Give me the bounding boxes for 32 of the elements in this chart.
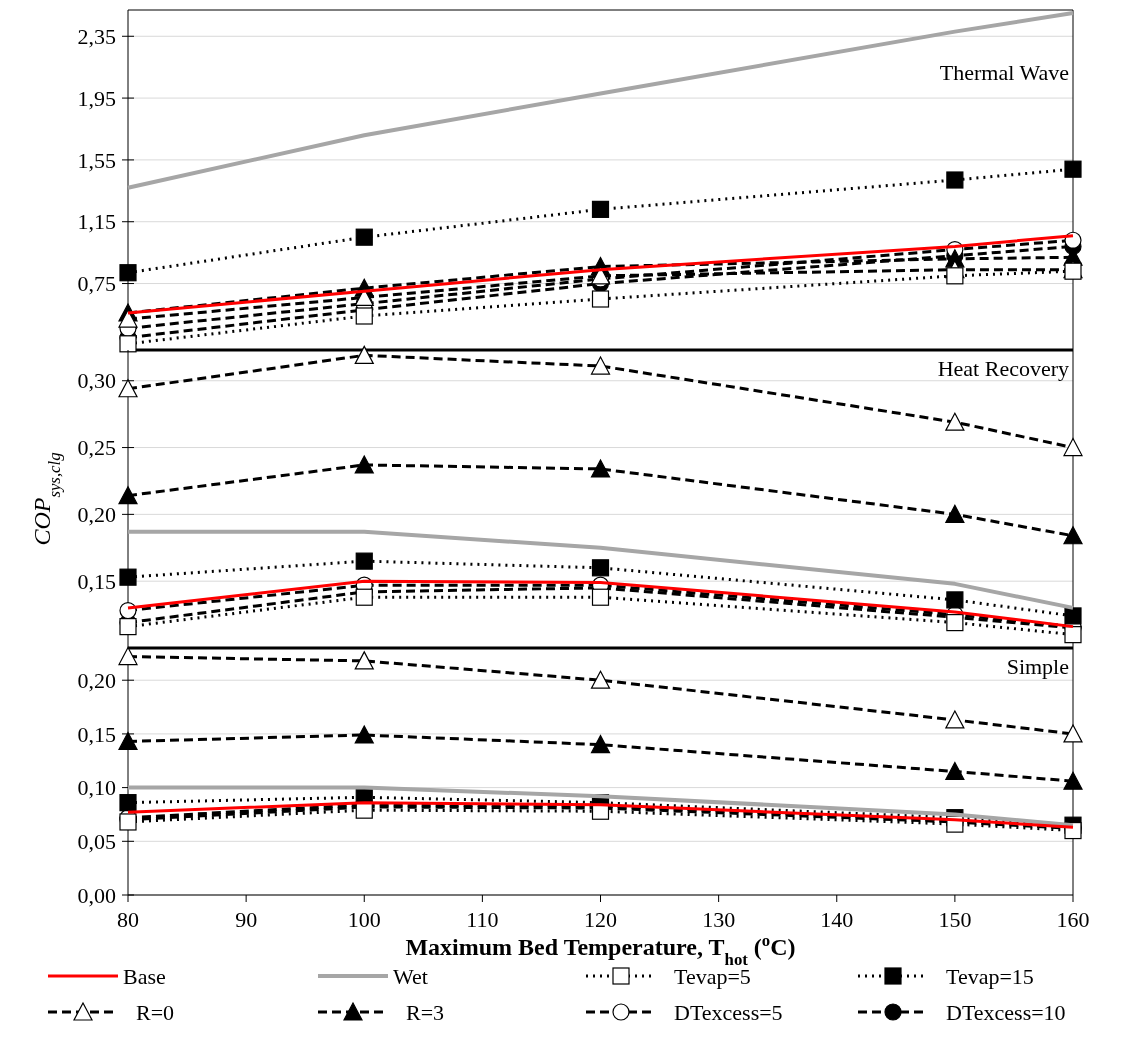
y-tick-label: 1,55	[77, 147, 116, 173]
y-tick-label: 2,35	[77, 23, 116, 49]
y-tick-label: 0,25	[77, 435, 116, 461]
legend-label: DTexcess=5	[674, 999, 783, 1025]
y-tick-label: 0,20	[77, 502, 116, 528]
y-tick-label: 0,20	[77, 667, 116, 693]
x-tick-label: 160	[1056, 907, 1090, 932]
x-tick-label: 110	[466, 907, 499, 932]
y-tick-label: 0,30	[77, 368, 116, 394]
y-tick-label: 0,00	[77, 882, 116, 908]
x-tick-label: 120	[584, 907, 617, 932]
y-tick-label: 1,15	[77, 209, 116, 235]
annotation: Heat Recovery	[937, 356, 1069, 381]
x-tick-label: 80	[117, 907, 139, 932]
y-tick-label: 0,10	[77, 775, 116, 801]
legend-label: Base	[123, 963, 166, 989]
x-tick-label: 150	[938, 907, 972, 932]
y-tick-label: 1,95	[77, 85, 116, 111]
x-tick-label: 90	[235, 907, 258, 932]
x-tick-label: 130	[702, 907, 736, 932]
annotation: Simple	[1006, 654, 1069, 679]
x-tick-label: 140	[820, 907, 854, 932]
legend-label: R=0	[136, 999, 175, 1025]
legend-label: R=3	[406, 999, 445, 1025]
legend-label: Tevap=15	[946, 963, 1034, 989]
y-tick-label: 0,15	[77, 568, 116, 594]
annotation: Thermal Wave	[939, 60, 1069, 85]
legend-label: DTexcess=10	[946, 999, 1066, 1025]
y-tick-label: 0,15	[77, 721, 116, 747]
y-tick-label: 0,75	[77, 271, 116, 297]
y-tick-label: 0,05	[77, 829, 116, 854]
x-tick-label: 100	[347, 907, 381, 932]
